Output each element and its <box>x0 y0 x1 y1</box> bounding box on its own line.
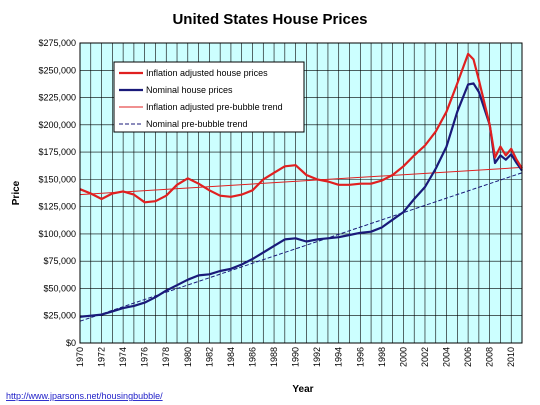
y-tick-label: $50,000 <box>43 283 76 293</box>
y-tick-label: $25,000 <box>43 311 76 321</box>
legend-label: Nominal pre-bubble trend <box>146 119 248 129</box>
x-tick-label: 1984 <box>226 347 236 367</box>
legend-label: Inflation adjusted house prices <box>146 68 268 78</box>
x-tick-label: 1992 <box>312 347 322 367</box>
chart-title: United States House Prices <box>172 11 367 28</box>
x-axis-ticks: 1970 1972 1974 1976 1978 1980 1982 1984 1986 1988… <box>75 347 516 367</box>
y-tick-label: $225,000 <box>38 93 76 103</box>
y-tick-label: $250,000 <box>38 65 76 75</box>
y-tick-label: $200,000 <box>38 120 76 130</box>
y-axis-label: Price <box>11 180 22 205</box>
source-url-link[interactable]: http://www.jparsons.net/housingbubble/ <box>6 391 163 401</box>
x-tick-label: 1982 <box>204 347 214 367</box>
x-tick-label: 1996 <box>355 347 365 367</box>
x-tick-label: 1976 <box>140 347 150 367</box>
y-tick-label: $125,000 <box>38 202 76 212</box>
legend-box <box>113 61 305 133</box>
y-axis-ticks: $0 $25,000 $50,000 $75,000 $100,000 $125,000 $… <box>38 38 76 348</box>
x-tick-label: 2008 <box>485 347 495 367</box>
legend: Inflation adjusted house prices Nominal h… <box>113 61 305 133</box>
plot-frame <box>79 42 523 344</box>
x-tick-label: 2004 <box>442 347 452 367</box>
series-layer <box>79 52 523 322</box>
x-tick-label: 1972 <box>97 347 107 367</box>
y-tick-label: $175,000 <box>38 147 76 157</box>
series-line-2 <box>79 166 523 196</box>
x-tick-label: 1998 <box>377 347 387 367</box>
x-tick-label: 2006 <box>463 347 473 367</box>
x-tick-label: 1974 <box>118 347 128 367</box>
y-tick-label: $275,000 <box>38 38 76 48</box>
x-tick-label: 1988 <box>269 347 279 367</box>
x-tick-label: 2002 <box>420 347 430 367</box>
x-tick-label: 1978 <box>161 347 171 367</box>
x-tick-label: 1986 <box>247 347 257 367</box>
x-tick-label: 2000 <box>398 347 408 367</box>
y-tick-label: $100,000 <box>38 229 76 239</box>
x-tick-label: 2010 <box>506 347 516 367</box>
series-line-0 <box>79 52 523 204</box>
x-tick-label: 1980 <box>183 347 193 367</box>
x-tick-label: 1994 <box>334 347 344 367</box>
y-tick-label: $75,000 <box>43 256 76 266</box>
legend-label: Inflation adjusted pre-bubble trend <box>146 102 283 112</box>
legend-label: Nominal house prices <box>146 85 233 95</box>
y-tick-label: $150,000 <box>38 174 76 184</box>
series-line-1 <box>79 82 523 318</box>
y-tick-label: $0 <box>66 338 76 348</box>
x-tick-label: 1990 <box>291 347 301 367</box>
x-axis-label: Year <box>292 384 313 395</box>
x-tick-label: 1970 <box>75 347 85 367</box>
